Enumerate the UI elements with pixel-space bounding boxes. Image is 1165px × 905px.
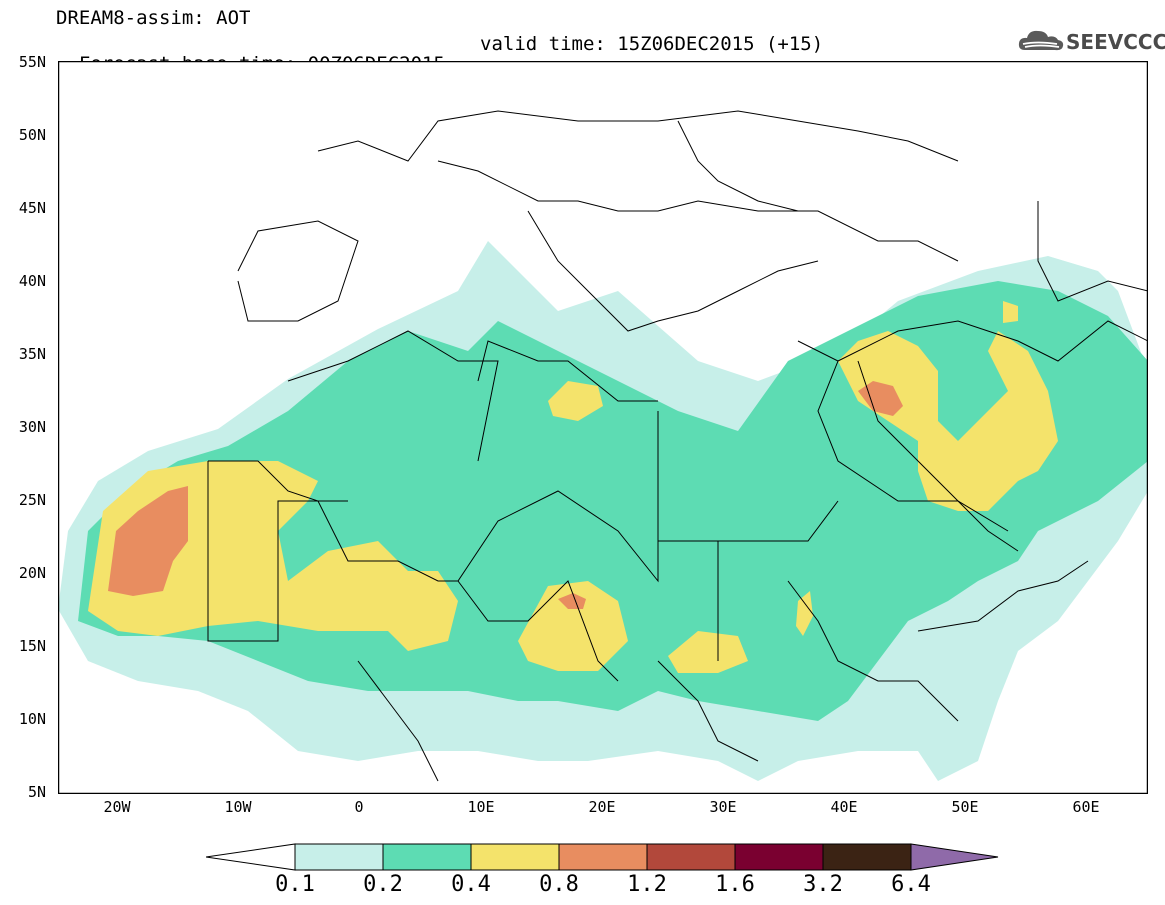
colorbar-tick: 3.2 [803, 872, 843, 897]
lat-label: 20N [18, 564, 46, 582]
colorbar-tick: 0.1 [275, 872, 315, 897]
colorbar-segment [646, 843, 736, 871]
lon-label: 20W [103, 798, 131, 816]
aot-band-0.8 [558, 593, 586, 609]
colorbar-tick: 6.4 [891, 872, 931, 897]
lat-label: 40N [18, 272, 46, 290]
lon-label: 0 [354, 798, 364, 816]
aot-band-0.8 [858, 381, 903, 416]
lon-label: 20E [588, 798, 616, 816]
aot-band-0.4 [796, 591, 813, 636]
aot-map [58, 61, 1148, 794]
aot-band-0.4 [838, 331, 1058, 511]
colorbar-tick: 1.2 [627, 872, 667, 897]
lat-label: 45N [18, 199, 46, 217]
aot-band-0.8 [108, 486, 188, 596]
colorbar-tick: 0.4 [451, 872, 491, 897]
colorbar-tick: 1.6 [715, 872, 755, 897]
lat-label: 35N [18, 345, 46, 363]
lat-label: 55N [18, 53, 46, 71]
valid-time: valid time: 15Z06DEC2015 (+15) [480, 33, 824, 55]
aot-fill-layer [58, 241, 1148, 781]
colorbar-max-arrow [910, 843, 999, 871]
aot-band-0.4 [668, 631, 748, 673]
colorbar-segment [822, 843, 912, 871]
lon-label: 10E [467, 798, 495, 816]
lat-label: 5N [27, 783, 46, 801]
colorbar-segment [470, 843, 560, 871]
lat-label: 30N [18, 418, 46, 436]
colorbar-segment [558, 843, 648, 871]
colorbar-segment [294, 843, 384, 871]
lat-label: 25N [18, 491, 46, 509]
colorbar [206, 843, 999, 871]
lon-label: 10W [224, 798, 252, 816]
lat-label: 50N [18, 126, 46, 144]
colorbar-tick: 0.8 [539, 872, 579, 897]
colorbar-tick: 0.2 [363, 872, 403, 897]
aot-band-0.4 [548, 381, 603, 421]
cloud-logo-icon [1018, 30, 1064, 51]
colorbar-min-arrow [206, 843, 296, 871]
aot-band-0.4 [1003, 301, 1018, 323]
lat-label: 10N [18, 710, 46, 728]
map-title: DREAM8-assim: AOT [56, 7, 251, 29]
lon-label: 40E [830, 798, 858, 816]
lat-label: 15N [18, 637, 46, 655]
logo-text: SEEVCCC [1066, 30, 1165, 54]
colorbar-segment [382, 843, 472, 871]
lon-label: 50E [951, 798, 979, 816]
lon-label: 30E [709, 798, 737, 816]
country-borders [207, 110, 1148, 782]
lon-label: 60E [1072, 798, 1100, 816]
colorbar-segment [734, 843, 824, 871]
